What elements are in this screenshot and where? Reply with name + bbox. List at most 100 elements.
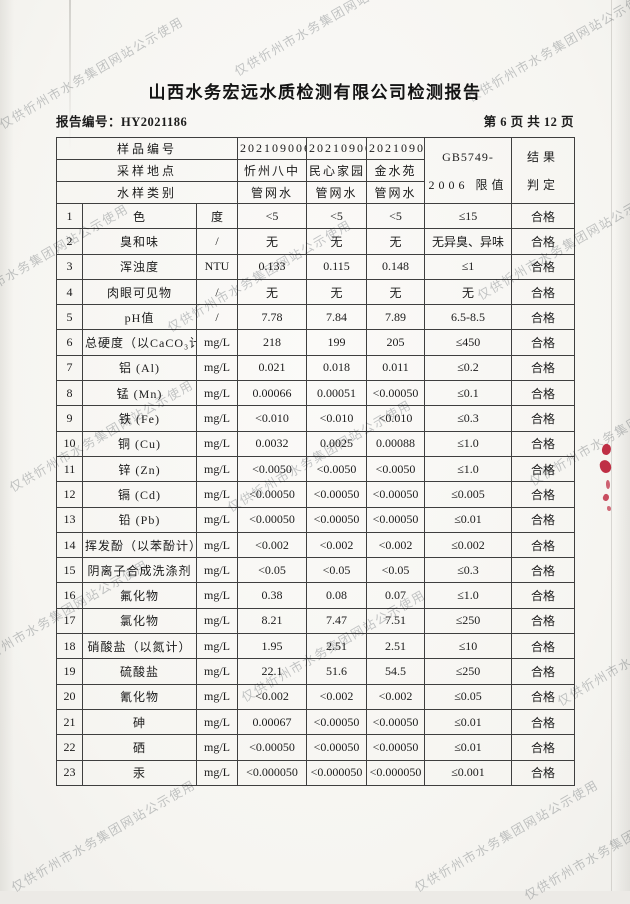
limit-value: ≤0.002 bbox=[424, 531, 512, 559]
param-row: 17 氯化物 mg/L 8.21 7.47 7.51 ≤250 合格 bbox=[56, 607, 575, 635]
limit-value: ≤0.3 bbox=[424, 405, 512, 432]
sample3-value: <0.00050 bbox=[366, 481, 425, 508]
sample1-value: 0.00066 bbox=[237, 380, 307, 407]
row-index: 20 bbox=[56, 683, 83, 710]
param-name: 镉 (Cd) bbox=[82, 481, 197, 508]
sample2-value: <0.000050 bbox=[306, 759, 367, 786]
sample3-value: 205 bbox=[366, 329, 425, 356]
row-index: 17 bbox=[56, 607, 83, 635]
row-index: 5 bbox=[56, 304, 83, 331]
param-unit: mg/L bbox=[196, 380, 238, 407]
result-value: 合格 bbox=[511, 531, 575, 559]
sample1-value: 218 bbox=[237, 329, 307, 356]
param-row: 10 铜 (Cu) mg/L 0.0032 0.0025 0.00088 ≤1.0 合格 bbox=[56, 430, 575, 457]
sample1-value: <0.00050 bbox=[237, 506, 307, 533]
sample2-value: <0.002 bbox=[306, 531, 367, 559]
sample1-value: 8.21 bbox=[237, 607, 307, 635]
param-name: 硝酸盐（以氮计） bbox=[82, 633, 197, 660]
param-unit: mg/L bbox=[196, 481, 238, 508]
result-value: 合格 bbox=[511, 304, 575, 331]
param-unit: mg/L bbox=[196, 734, 238, 761]
sample1-value: 无 bbox=[237, 228, 307, 255]
limit-value: 6.5-8.5 bbox=[424, 304, 512, 331]
result-value: 合格 bbox=[511, 430, 575, 457]
sample1-value: 22.1 bbox=[237, 658, 307, 685]
limit-value: ≤0.01 bbox=[424, 734, 512, 761]
param-name: 锰 (Mn) bbox=[82, 380, 197, 407]
param-row: 3 浑浊度 NTU 0.133 0.115 0.148 ≤1 合格 bbox=[56, 253, 575, 280]
sample3-value: <0.00050 bbox=[366, 380, 425, 407]
sample2-value: <0.00050 bbox=[306, 734, 367, 761]
location-1: 忻州八中 bbox=[237, 159, 307, 182]
sample1-value: 7.78 bbox=[237, 304, 307, 331]
sample2-value: 无 bbox=[306, 228, 367, 255]
sample3-value: 54.5 bbox=[366, 658, 425, 685]
row-index: 1 bbox=[56, 202, 83, 230]
limit-value: ≤0.05 bbox=[424, 683, 512, 710]
param-row: 23 汞 mg/L <0.000050 <0.000050 <0.000050 ≤0.001… bbox=[56, 759, 575, 786]
sample1-value: 无 bbox=[237, 278, 307, 306]
sample2-value: 7.47 bbox=[306, 607, 367, 635]
param-name: 浑浊度 bbox=[82, 253, 197, 280]
result-value: 合格 bbox=[511, 455, 575, 483]
scan-crease-line bbox=[69, 0, 71, 150]
sample2-value: 0.115 bbox=[306, 253, 367, 280]
param-name: 氰化物 bbox=[82, 683, 197, 710]
sample-no-1: 202109006 bbox=[237, 137, 307, 160]
param-name: 阴离子合成洗涤剂 bbox=[82, 557, 197, 584]
sample1-value: 1.95 bbox=[237, 633, 307, 660]
sample1-value: <0.010 bbox=[237, 405, 307, 432]
row-index: 9 bbox=[56, 405, 83, 432]
result-value: 合格 bbox=[511, 557, 575, 584]
param-unit: mg/L bbox=[196, 658, 238, 685]
limit-value: ≤10 bbox=[424, 633, 512, 660]
result-value: 合格 bbox=[511, 506, 575, 533]
result-value: 合格 bbox=[511, 582, 575, 609]
param-unit: mg/L bbox=[196, 531, 238, 559]
result-value: 合格 bbox=[511, 683, 575, 710]
sample2-value: 无 bbox=[306, 278, 367, 306]
param-unit: NTU bbox=[196, 253, 238, 280]
row-index: 18 bbox=[56, 633, 83, 660]
param-unit: mg/L bbox=[196, 582, 238, 609]
param-unit: mg/L bbox=[196, 759, 238, 786]
param-name: pH值 bbox=[82, 304, 197, 331]
param-name: 色 bbox=[82, 202, 197, 230]
row-index: 8 bbox=[56, 380, 83, 407]
param-unit: mg/L bbox=[196, 607, 238, 635]
limit-value: ≤250 bbox=[424, 658, 512, 685]
param-unit: mg/L bbox=[196, 405, 238, 432]
location-2: 民心家园 bbox=[306, 159, 367, 182]
row-index: 3 bbox=[56, 253, 83, 280]
limit-value: ≤0.01 bbox=[424, 708, 512, 736]
limit-value: ≤0.1 bbox=[424, 380, 512, 407]
row-index: 13 bbox=[56, 506, 83, 533]
row-index: 6 bbox=[56, 329, 83, 356]
sample1-value: 0.133 bbox=[237, 253, 307, 280]
result-value: 合格 bbox=[511, 708, 575, 736]
sample1-value: <0.05 bbox=[237, 557, 307, 584]
limit-value: ≤0.001 bbox=[424, 759, 512, 786]
sample3-value: <0.000050 bbox=[366, 759, 425, 786]
sample2-value: 0.0025 bbox=[306, 430, 367, 457]
param-unit: 度 bbox=[196, 202, 238, 230]
result-header-line2: 判定 bbox=[526, 177, 559, 192]
sample3-value: 0.07 bbox=[366, 582, 425, 609]
limit-header-line2: 2006 限值 bbox=[428, 177, 508, 192]
water-quality-table: 样品编号 202109006 202109007 202109008 GB574… bbox=[56, 137, 575, 786]
param-name: 硒 bbox=[82, 734, 197, 761]
sample3-value: 7.51 bbox=[366, 607, 425, 635]
param-unit: mg/L bbox=[196, 708, 238, 736]
limit-value: ≤1.0 bbox=[424, 582, 512, 609]
result-value: 合格 bbox=[511, 658, 575, 685]
param-row: 1 色度 <5 <5 <5 ≤15 合格 bbox=[56, 202, 575, 230]
sample1-value: <0.002 bbox=[237, 683, 307, 710]
sample2-value: <0.002 bbox=[306, 683, 367, 710]
row-index: 14 bbox=[56, 531, 83, 559]
sample-type-3: 管网水 bbox=[366, 181, 425, 204]
param-unit: mg/L bbox=[196, 683, 238, 710]
row-index: 2 bbox=[56, 228, 83, 255]
